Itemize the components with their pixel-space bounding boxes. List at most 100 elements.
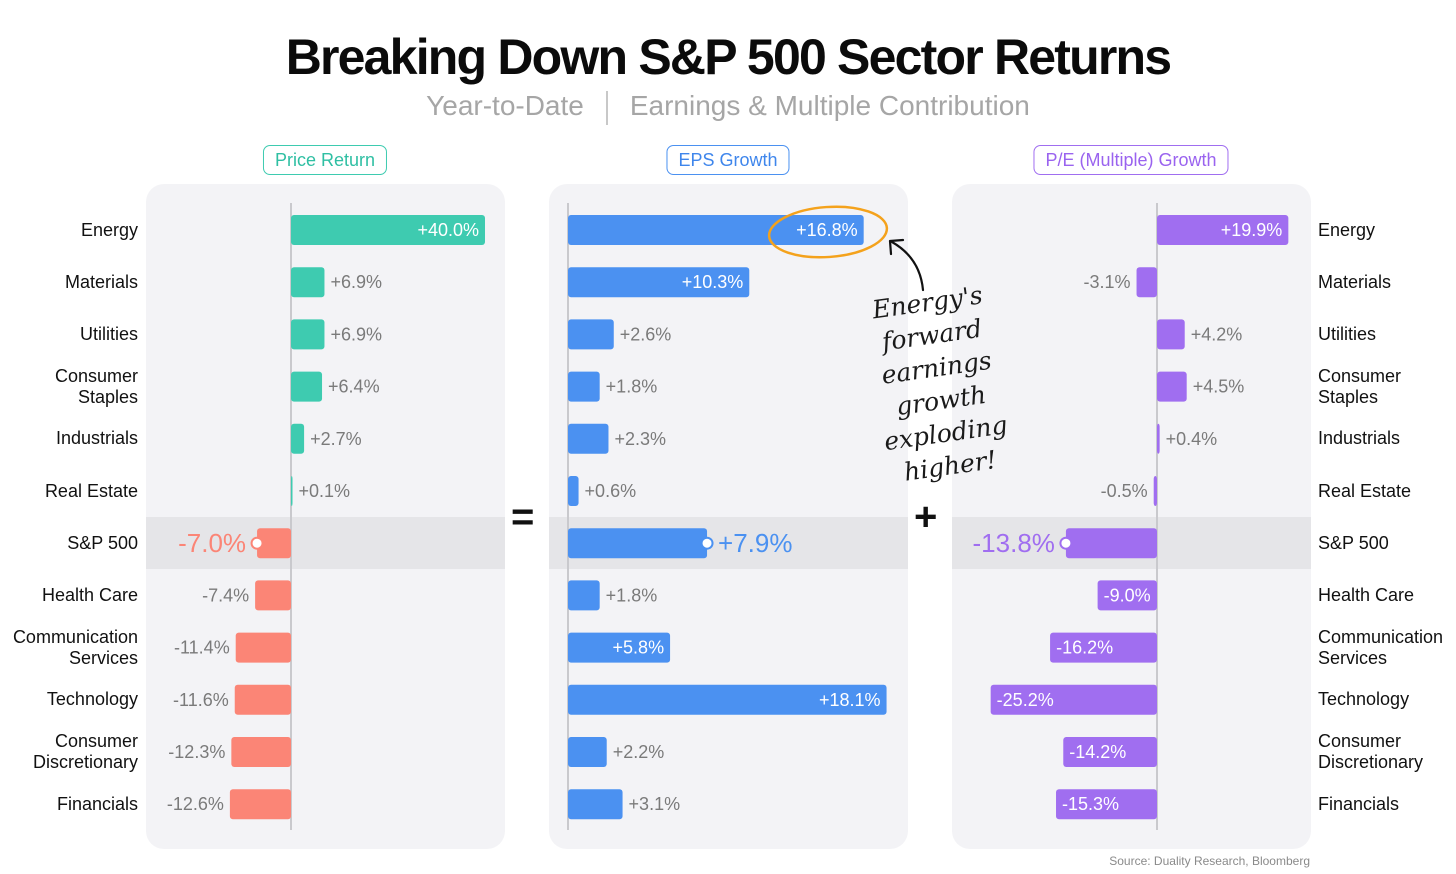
bar — [1136, 267, 1157, 298]
sector-label-line: Utilities — [79, 323, 138, 344]
bar — [234, 684, 291, 715]
sector-label-line: Consumer — [54, 731, 138, 751]
sector-label-line: Utilities — [1318, 323, 1377, 344]
annotation-arrow — [890, 240, 925, 292]
bar — [291, 476, 293, 506]
sector-label-line: Financials — [56, 793, 138, 814]
bar — [568, 215, 864, 245]
sector-label-line: Real Estate — [1318, 480, 1412, 501]
bar — [1157, 423, 1160, 454]
bar — [255, 580, 291, 611]
chart-subtitle: Year-to-Date Earnings & Multiple Contribu… — [0, 90, 1456, 125]
data-label: +3.1% — [629, 794, 681, 814]
chart-title: Breaking Down S&P 500 Sector Returns — [285, 29, 1172, 85]
data-label: -9.0% — [1104, 585, 1151, 605]
sp500-highlight-band — [146, 517, 505, 569]
bar-end-marker — [700, 536, 714, 550]
bar — [229, 789, 291, 820]
subtitle-divider — [605, 90, 608, 125]
data-label: -13.8% — [973, 528, 1055, 558]
sector-label: Materials — [1318, 272, 1391, 293]
data-label: +4.2% — [1191, 324, 1243, 344]
sector-label: Real Estate — [45, 481, 138, 502]
data-label: +4.5% — [1193, 377, 1245, 397]
sector-label-line: Consumer — [1318, 731, 1402, 751]
sector-label: S&P 500 — [67, 533, 138, 554]
data-label: +16.8% — [796, 220, 858, 240]
sector-label-line: Discretionary — [32, 752, 138, 772]
price-return-panel — [146, 184, 505, 849]
sector-label: Consumer Staples — [55, 366, 138, 408]
data-label: -7.0% — [178, 528, 246, 558]
sector-label: Energy — [1318, 220, 1375, 241]
bar — [1097, 580, 1157, 611]
sector-label-line: S&P 500 — [67, 532, 138, 553]
bar-end-marker — [250, 536, 264, 550]
data-label: -11.6% — [173, 690, 229, 710]
sector-label-line: Technology — [1318, 689, 1410, 710]
sector-label: Real Estate — [1318, 481, 1411, 502]
bar — [291, 215, 485, 245]
bar — [568, 423, 609, 454]
bar — [235, 632, 291, 663]
data-label: +2.7% — [310, 429, 362, 449]
sector-label: S&P 500 — [1318, 533, 1389, 554]
bar — [1065, 528, 1157, 559]
bar — [990, 684, 1157, 715]
sector-label: Materials — [65, 272, 138, 293]
sector-label: Consumer Discretionary — [1318, 731, 1423, 773]
data-label: +19.9% — [1221, 220, 1283, 240]
sector-label-line: Services — [1318, 647, 1388, 668]
bar — [568, 267, 750, 298]
data-label: +18.1% — [819, 690, 881, 710]
price-return-header: Price Return — [262, 145, 388, 175]
sector-label-line: Consumer — [54, 365, 138, 386]
sector-label: Consumer Discretionary — [33, 731, 138, 773]
bar — [568, 684, 887, 715]
bar — [1157, 319, 1185, 350]
sector-label-line: Materials — [1318, 271, 1392, 292]
data-label: +7.9% — [718, 528, 792, 558]
annotation-circle — [767, 205, 889, 259]
sector-label: Industrials — [56, 428, 138, 449]
subtitle-period: Year-to-Date — [426, 90, 584, 121]
data-label: +6.9% — [330, 324, 382, 344]
sector-label: Communication Services — [13, 627, 138, 669]
sector-label: Energy — [81, 220, 138, 241]
annotation-arrowhead — [888, 238, 905, 256]
bar — [568, 371, 600, 402]
equals-operator: = — [511, 495, 535, 539]
sector-label-line: Health Care — [1318, 584, 1415, 605]
bar — [568, 632, 671, 663]
bar — [291, 319, 325, 350]
data-label: -11.4% — [174, 638, 230, 658]
sector-label-line: Discretionary — [1318, 752, 1424, 772]
bar — [1063, 737, 1157, 767]
bar — [291, 371, 323, 402]
subtitle-description: Earnings & Multiple Contribution — [629, 90, 1030, 121]
data-label: +5.8% — [613, 638, 665, 658]
data-label: -7.4% — [202, 585, 249, 605]
bar — [568, 528, 708, 559]
data-label: +40.0% — [417, 220, 479, 240]
data-label: -16.2% — [1056, 638, 1113, 658]
sector-label: Consumer Staples — [1318, 366, 1401, 408]
bar — [291, 267, 325, 298]
bar-end-marker — [1059, 536, 1073, 550]
sector-label-line: Real Estate — [44, 480, 138, 501]
bar — [231, 737, 291, 767]
bar — [257, 528, 291, 559]
sector-label: Industrials — [1318, 428, 1400, 449]
sector-label: Communication Services — [1318, 627, 1443, 669]
source-note: Source: Duality Research, Bloomberg — [1109, 854, 1310, 868]
data-label: +10.3% — [682, 272, 744, 292]
sector-label-line: Consumer — [1318, 365, 1402, 386]
data-label: -25.2% — [997, 690, 1054, 710]
sector-label: Health Care — [42, 585, 138, 606]
sector-label-line: Communication — [1318, 626, 1444, 647]
pe-growth-header: P/E (Multiple) Growth — [1033, 145, 1229, 175]
data-label: +0.1% — [299, 481, 351, 501]
sector-label-line: Financials — [1318, 793, 1400, 814]
data-label: +1.8% — [606, 377, 658, 397]
